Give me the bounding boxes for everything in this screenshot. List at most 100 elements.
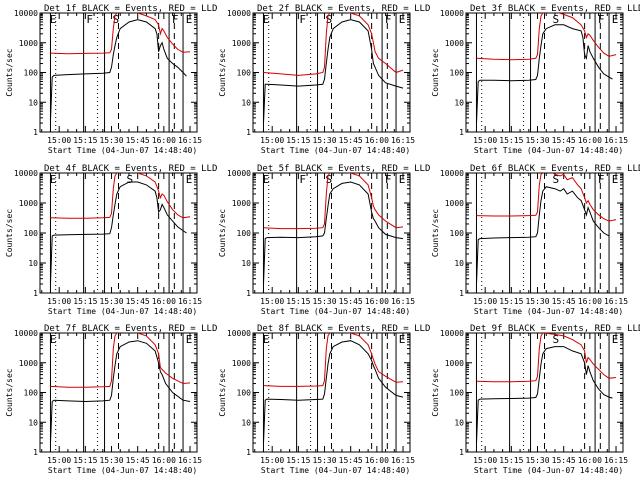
events-series-line — [476, 186, 610, 285]
x-tick-label: 15:00 — [47, 136, 71, 145]
x-tick-label: 15:00 — [473, 136, 497, 145]
y-tick-label: 1000 — [445, 359, 464, 368]
x-tick-label: 15:00 — [47, 297, 71, 306]
x-tick-label: 16:15 — [604, 456, 628, 465]
y-tick-label: 1000 — [445, 39, 464, 48]
lld-series-line — [50, 333, 191, 388]
events-series-line — [263, 181, 404, 285]
y-tick-label: 10 — [454, 259, 464, 268]
y-tick-label: 10000 — [440, 169, 464, 178]
x-tick-label: 15:45 — [126, 297, 150, 306]
state-marker-label: E — [612, 13, 619, 26]
x-tick-label: 16:00 — [365, 136, 389, 145]
x-tick-label: 15:30 — [99, 456, 123, 465]
y-tick-label: 1000 — [232, 39, 251, 48]
y-tick-label: 10000 — [14, 329, 38, 338]
x-tick-label: 15:30 — [525, 297, 549, 306]
x-axis-label: Start Time (04-Jun-07 14:48:40) — [261, 146, 410, 155]
x-axis-label: Start Time (04-Jun-07 14:48:40) — [48, 307, 197, 316]
lld-series-line — [263, 333, 404, 387]
panel-title: Det 4f BLACK = Events, RED = LLD — [44, 164, 217, 174]
events-series-line — [476, 346, 613, 444]
state-marker-label: F — [299, 13, 306, 26]
y-tick-label: 10000 — [440, 329, 464, 338]
x-axis-label: Start Time (04-Jun-07 14:48:40) — [474, 146, 623, 155]
state-marker-label: E — [186, 13, 193, 26]
x-tick-label: 15:45 — [552, 297, 576, 306]
x-axis-label: Start Time (04-Jun-07 14:48:40) — [48, 466, 197, 475]
state-marker-label: E — [50, 173, 57, 186]
y-tick-label: 1 — [33, 289, 38, 298]
state-marker-label: F — [299, 173, 306, 186]
x-tick-label: 16:15 — [391, 136, 415, 145]
y-tick-label: 10000 — [227, 9, 251, 18]
x-tick-label: 15:00 — [473, 456, 497, 465]
x-tick-label: 15:45 — [339, 456, 363, 465]
events-series-line — [263, 340, 404, 444]
y-tick-label: 1 — [459, 128, 464, 137]
x-tick-label: 15:45 — [339, 297, 363, 306]
x-tick-label: 16:00 — [365, 297, 389, 306]
state-marker-label: S — [326, 13, 333, 26]
x-tick-label: 15:30 — [312, 456, 336, 465]
x-tick-label: 15:30 — [312, 297, 336, 306]
state-marker-label: E — [186, 173, 193, 186]
y-tick-label: 10 — [28, 259, 38, 268]
x-axis-label: Start Time (04-Jun-07 14:48:40) — [474, 466, 623, 475]
x-tick-label: 15:15 — [286, 136, 310, 145]
x-tick-label: 16:00 — [152, 136, 176, 145]
state-marker-label: F — [86, 13, 93, 26]
x-tick-label: 15:15 — [499, 456, 523, 465]
y-tick-label: 1000 — [19, 199, 38, 208]
y-tick-label: 100 — [450, 229, 465, 238]
events-series-line — [476, 24, 613, 124]
x-tick-label: 15:15 — [73, 136, 97, 145]
state-marker-label: F — [172, 13, 179, 26]
y-tick-label: 10 — [28, 98, 38, 107]
y-axis-label: Counts/sec — [218, 368, 227, 416]
y-tick-label: 100 — [237, 229, 252, 238]
x-tick-label: 15:15 — [499, 136, 523, 145]
x-tick-label: 15:45 — [126, 456, 150, 465]
x-tick-label: 15:00 — [260, 456, 284, 465]
x-tick-label: 15:15 — [73, 297, 97, 306]
y-tick-label: 10 — [241, 418, 251, 427]
panel-title: Det 5f BLACK = Events, RED = LLD — [257, 164, 430, 174]
x-tick-label: 15:15 — [499, 297, 523, 306]
y-tick-label: 1000 — [232, 359, 251, 368]
x-axis-label: Start Time (04-Jun-07 14:48:40) — [474, 307, 623, 316]
panel-title: Det 6f BLACK = Events, RED = LLD — [470, 164, 640, 174]
state-marker-label: S — [113, 13, 120, 26]
panel-title: Det 3f BLACK = Events, RED = LLD — [470, 4, 640, 14]
x-tick-label: 16:15 — [178, 456, 202, 465]
panel-det-1: Det 1f BLACK = Events, RED = LLD 1 10 100 10… — [5, 4, 217, 155]
y-tick-label: 1000 — [445, 199, 464, 208]
events-series-line — [263, 19, 404, 124]
y-tick-label: 1 — [33, 128, 38, 137]
state-marker-label: E — [263, 13, 270, 26]
state-marker-label: E — [50, 333, 57, 346]
x-tick-label: 15:00 — [260, 136, 284, 145]
state-marker-label: E — [612, 173, 619, 186]
y-axis-label: Counts/sec — [218, 48, 227, 96]
x-axis-label: Start Time (04-Jun-07 14:48:40) — [48, 146, 197, 155]
panel-det-5: Det 5f BLACK = Events, RED = LLD 1 10 100 10… — [218, 164, 430, 316]
y-tick-label: 100 — [24, 229, 39, 238]
x-tick-label: 16:00 — [152, 456, 176, 465]
x-tick-label: 16:15 — [604, 297, 628, 306]
y-tick-label: 10000 — [14, 9, 38, 18]
y-tick-label: 10 — [28, 418, 38, 427]
state-marker-label: S — [126, 173, 133, 186]
y-axis-label: Counts/sec — [5, 209, 14, 257]
y-axis-label: Counts/sec — [431, 368, 440, 416]
x-tick-label: 16:15 — [604, 136, 628, 145]
panel-det-9: Det 9f BLACK = Events, RED = LLD 1 10 100 10… — [431, 324, 640, 475]
y-tick-label: 100 — [237, 69, 252, 78]
x-tick-label: 15:00 — [260, 297, 284, 306]
x-tick-label: 15:00 — [473, 297, 497, 306]
x-tick-label: 15:30 — [525, 456, 549, 465]
y-tick-label: 10000 — [227, 329, 251, 338]
state-marker-label: F — [598, 13, 605, 26]
panel-det-6: Det 6f BLACK = Events, RED = LLD 1 10 100 10… — [431, 164, 640, 316]
y-tick-label: 10000 — [440, 9, 464, 18]
